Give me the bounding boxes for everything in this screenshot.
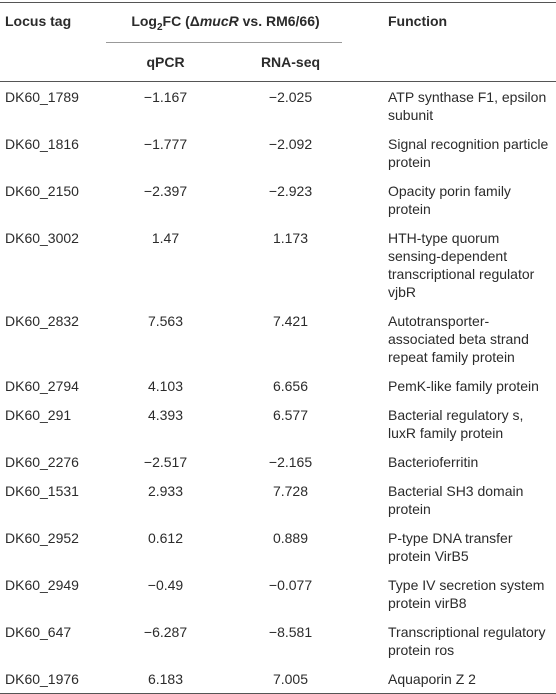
function: Bacterial regulatory s, luxR family prot…: [388, 406, 524, 441]
function: Bacterial SH3 domain protein: [388, 482, 524, 517]
rnaseq-value: 1.173: [272, 229, 309, 246]
qpcr-value: −2.397: [143, 182, 188, 199]
locus-tag: DK60_1531: [5, 482, 79, 499]
locus-tag: DK60_2832: [5, 312, 79, 329]
locus-tag: DK60_1789: [5, 88, 79, 105]
locus-tag: DK60_2949: [5, 576, 79, 593]
locus-tag: DK60_2276: [5, 453, 79, 470]
table-row: DK60_2832 7.563 7.421 Autotransporter-assoc…: [0, 306, 556, 371]
rnaseq-value: 6.577: [272, 406, 309, 423]
function: Aquaporin Z 2: [350, 663, 556, 694]
table-row: DK60_647 −6.287 −8.581 Transcriptional regu…: [0, 617, 556, 664]
function: Type IV secretion system protein virB8: [388, 576, 545, 611]
locus-tag: DK60_2952: [5, 529, 79, 546]
header-cell: [350, 42, 556, 82]
rnaseq-value: 7.421: [272, 312, 309, 329]
table-row: DK60_2952 0.612 0.889 P-type DNA transfer p…: [0, 523, 556, 570]
function: ATP synthase F1, epsilon subunit: [388, 88, 547, 123]
qpcr-value: 6.183: [100, 663, 230, 694]
locus-tag: DK60_3002: [5, 229, 79, 246]
header-cell: Locus tag: [0, 1, 100, 43]
rnaseq-value: −2.092: [268, 135, 313, 152]
rnaseq-value: 7.728: [272, 482, 309, 499]
qpcr-value: 7.563: [147, 312, 184, 329]
locus-tag: DK60_1816: [5, 135, 79, 152]
rnaseq-value: 6.656: [272, 377, 309, 394]
header-text: Log: [131, 13, 157, 29]
header-cell: Function: [350, 1, 556, 43]
table-row: DK60_2276 −2.517 −2.165 Bacterioferritin: [0, 447, 556, 476]
qpcr-value: −6.287: [143, 623, 188, 640]
qpcr-value: 1.47: [151, 229, 180, 246]
rnaseq-value: −0.077: [268, 576, 313, 593]
rnaseq-value: −2.025: [268, 88, 313, 105]
table-row: DK60_1789 −1.167 −2.025 ATP synthase F1, ep…: [0, 81, 556, 129]
table-row: DK60_2150 −2.397 −2.923 Opacity porin famil…: [0, 176, 556, 223]
table-row: DK60_1816 −1.777 −2.092 Signal recognition …: [0, 129, 556, 176]
locus-tag: DK60_1976: [0, 663, 100, 694]
table-row: DK60_3002 1.47 1.173 HTH-type quorum sensin…: [0, 223, 556, 306]
function: P-type DNA transfer protein VirB5: [388, 529, 513, 564]
qpcr-value: −2.517: [143, 453, 188, 470]
qpcr-value: 4.103: [147, 377, 184, 394]
header-text: FC (Δ: [162, 13, 200, 29]
table-body: DK60_1789 −1.167 −2.025 ATP synthase F1, ep…: [0, 81, 556, 694]
locus-tag: DK60_2150: [5, 182, 79, 199]
function: Autotransporter-associated beta strand r…: [388, 312, 529, 365]
table-row: DK60_1531 2.933 7.728 Bacterial SH3 domain …: [0, 476, 556, 523]
locus-tag: DK60_647: [5, 623, 72, 640]
qpcr-value: 0.612: [147, 529, 184, 546]
rnaseq-value: 7.005: [230, 663, 350, 694]
function: HTH-type quorum sensing-dependent transc…: [388, 229, 535, 300]
locus-tag: DK60_291: [5, 406, 72, 423]
qpcr-value: 4.393: [147, 406, 184, 423]
header-cell: qPCR: [100, 42, 230, 82]
rnaseq-value: −8.581: [268, 623, 313, 640]
qpcr-value: −1.777: [143, 135, 188, 152]
header-text: mucR: [199, 13, 239, 29]
function: Bacterioferritin: [388, 453, 479, 470]
qpcr-value: −0.49: [147, 576, 184, 593]
header-group: Log2FC (ΔmucR vs. RM6/66): [100, 1, 350, 44]
table-row: DK60_1976 6.183 7.005 Aquaporin Z 2: [0, 663, 556, 694]
rnaseq-value: −2.923: [268, 182, 313, 199]
function: PemK-like family protein: [388, 377, 539, 394]
header-text: vs. RM6/66): [238, 13, 320, 29]
rnaseq-value: −2.165: [268, 453, 313, 470]
locus-tag: DK60_2794: [5, 377, 79, 394]
header-text: 2: [156, 21, 163, 33]
table-row: DK60_2794 4.103 6.656 PemK-like family prot…: [0, 371, 556, 400]
header-cell: RNA-seq: [230, 42, 350, 82]
qpcr-value: −1.167: [143, 88, 188, 105]
table-row: DK60_291 4.393 6.577 Bacterial regulatory s…: [0, 400, 556, 447]
qpcr-value: 2.933: [147, 482, 184, 499]
function: Signal recognition particle protein: [388, 135, 549, 170]
table-row: DK60_2949 −0.49 −0.077 Type IV secretion sy…: [0, 570, 556, 617]
header-cell: [0, 42, 100, 82]
function: Opacity porin family protein: [388, 182, 511, 217]
function: Transcriptional regulatory protein ros: [388, 623, 546, 658]
rnaseq-value: 0.889: [272, 529, 309, 546]
